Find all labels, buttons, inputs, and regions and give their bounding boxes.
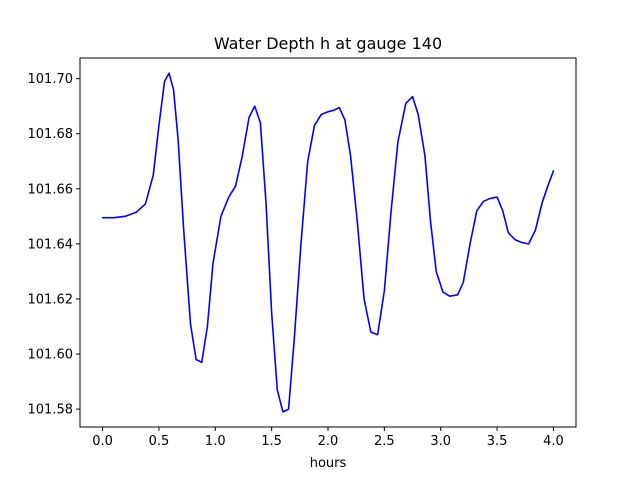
series-line [101,72,555,413]
x-tick-label: 2.5 [374,434,395,449]
y-tick-label: 101.68 [28,127,74,142]
x-axis-label: hours [310,456,347,471]
x-tick-label: 0.5 [149,434,170,449]
y-axis: 101.58 101.60 101.62 101.64 101.66 101.68 101.… [28,72,80,418]
y-tick-label: 101.58 [28,403,74,418]
x-tick-label: 3.5 [487,434,508,449]
x-tick-label: 1.5 [261,434,282,449]
y-tick-label: 101.70 [28,72,74,87]
x-axis: 0.0 0.5 1.0 1.5 2.0 2.5 3.0 3.5 4.0 [92,427,564,449]
y-tick-label: 101.60 [28,348,74,363]
x-tick-label: 2.0 [318,434,339,449]
chart-title: Water Depth h at gauge 140 [214,34,442,53]
x-tick-label: 0.0 [92,434,113,449]
x-tick-label: 4.0 [543,434,564,449]
y-tick-label: 101.66 [28,182,74,197]
y-tick-label: 101.64 [28,237,74,252]
x-tick-label: 3.0 [430,434,451,449]
x-tick-label: 1.0 [205,434,226,449]
y-tick-label: 101.62 [28,292,74,307]
